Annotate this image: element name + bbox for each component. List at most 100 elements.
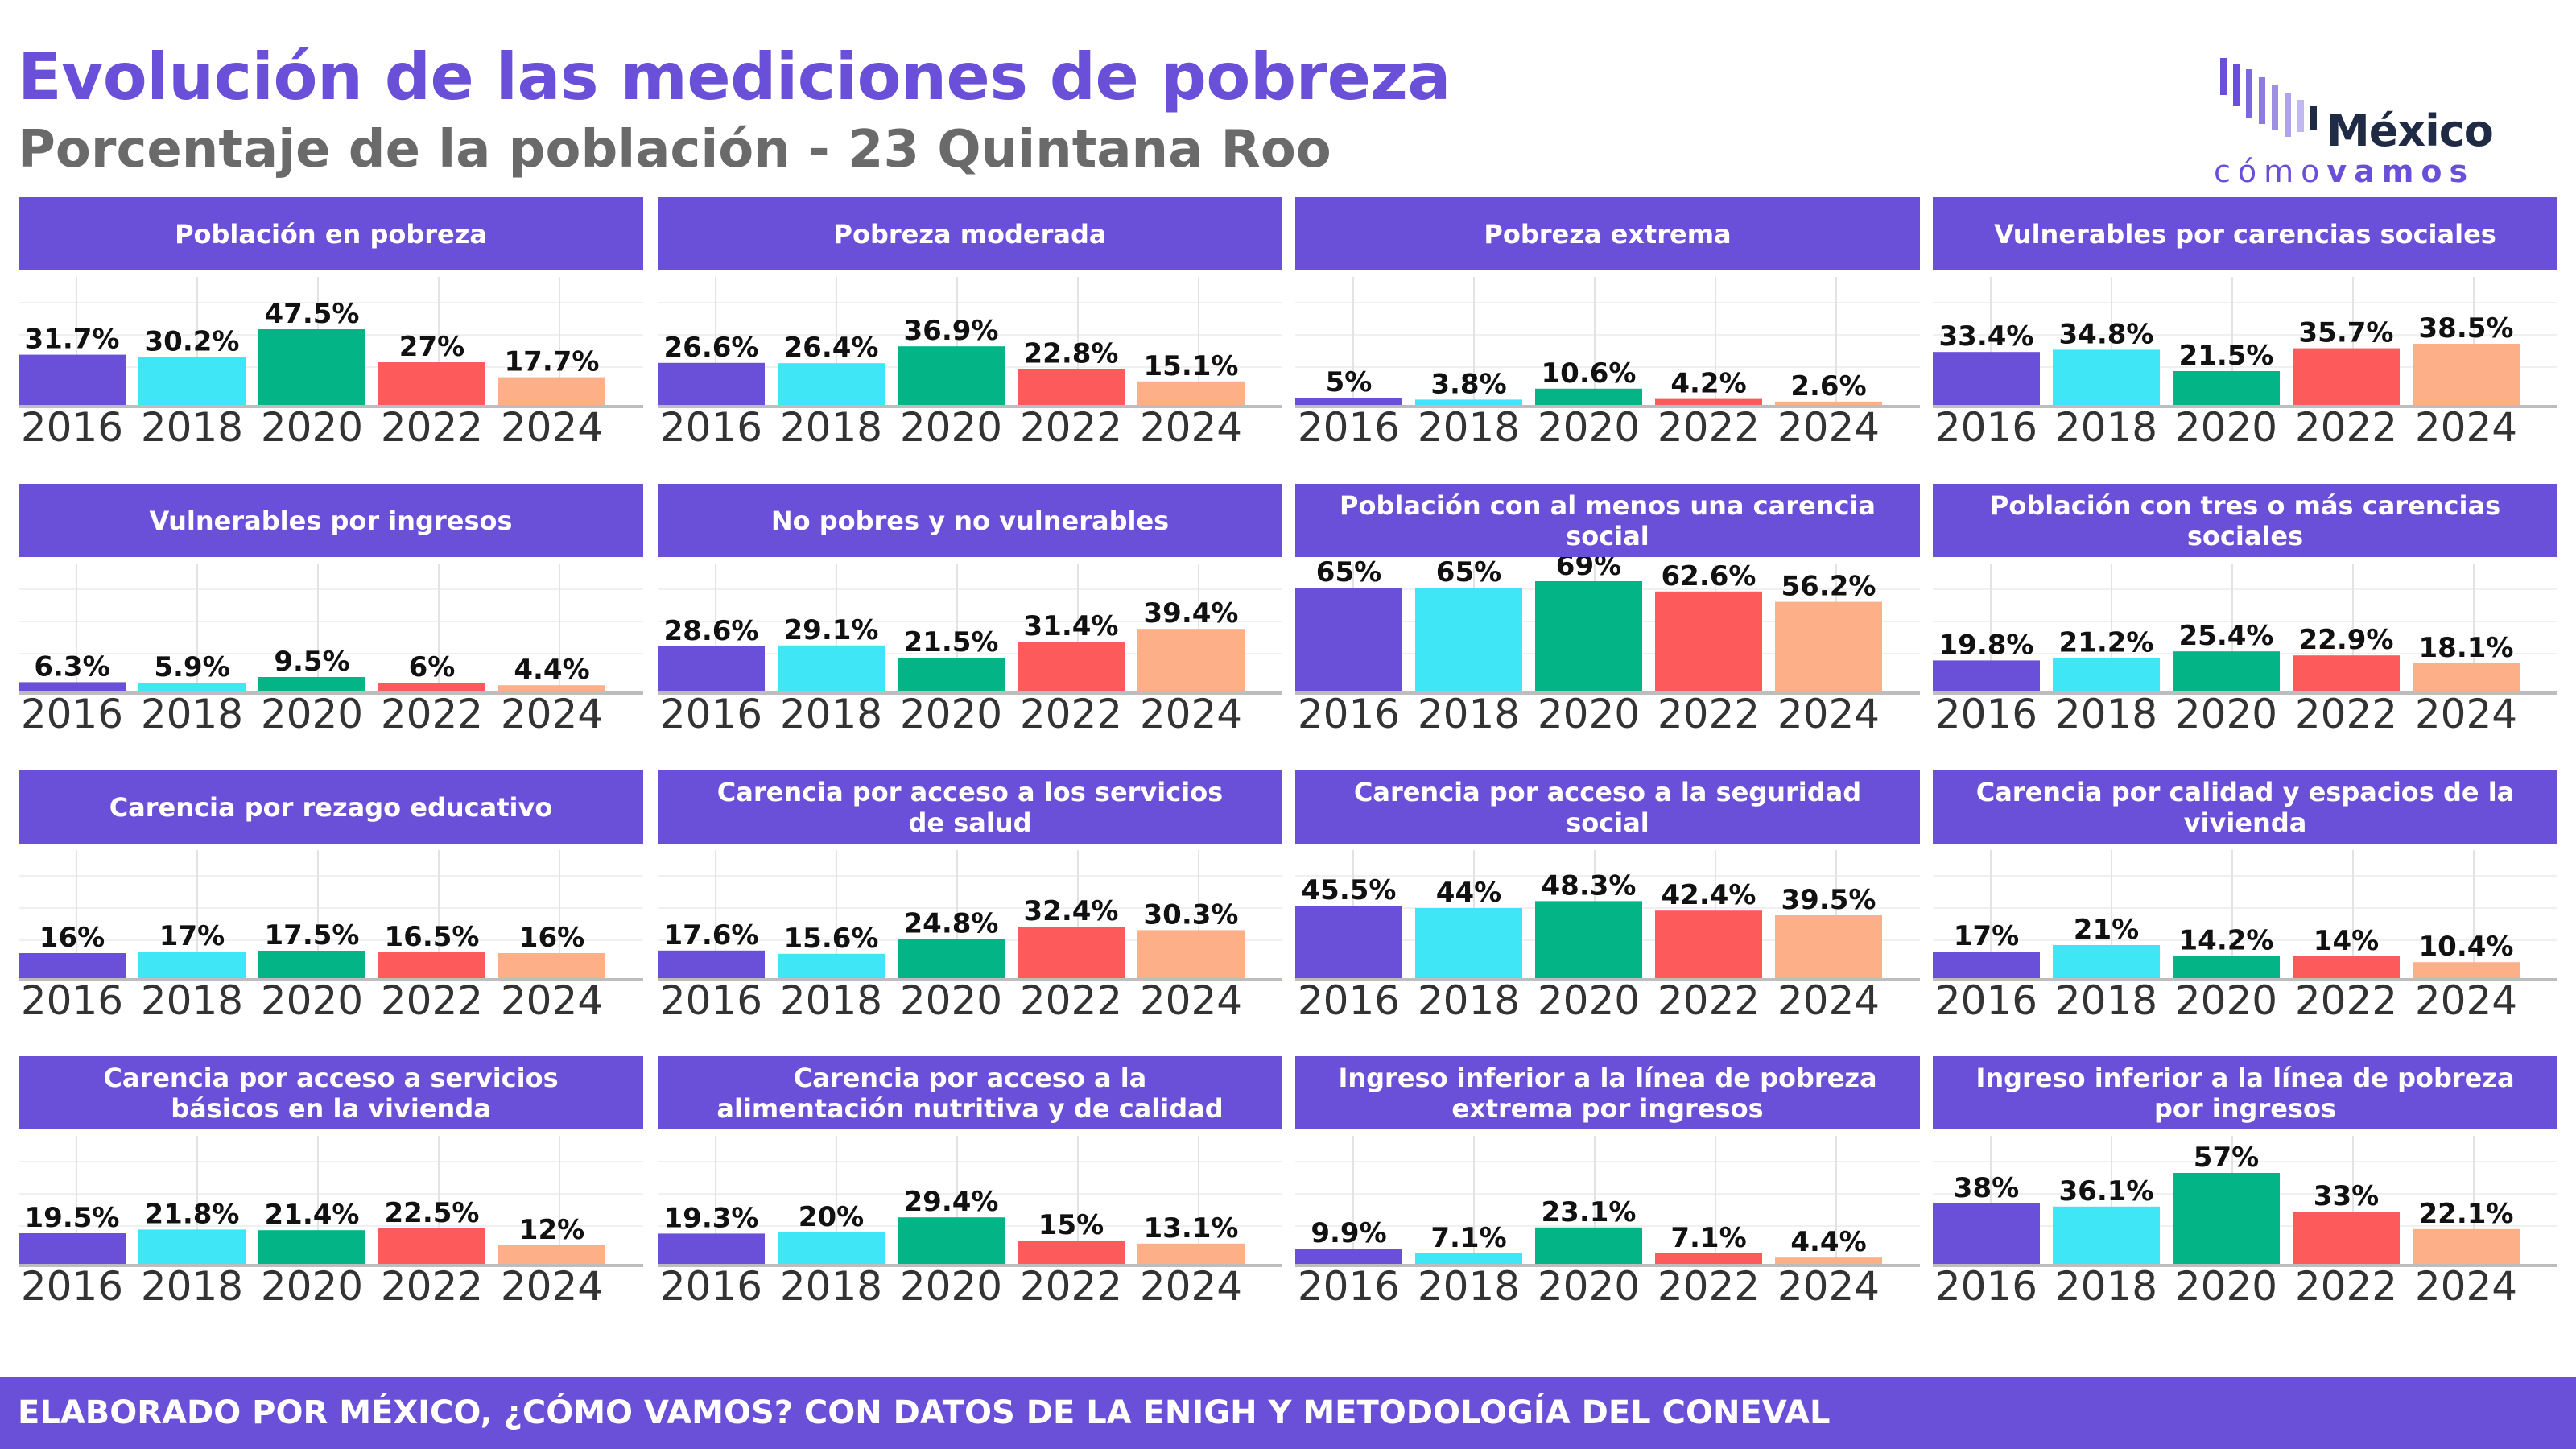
bar xyxy=(658,1233,765,1265)
chart-panel: Población con tres o más carencias socia… xyxy=(1933,484,2557,766)
data-label: 15.6% xyxy=(784,923,879,955)
data-label: 20% xyxy=(799,1201,864,1233)
data-label: 27% xyxy=(399,331,464,363)
chart-panel: Ingreso inferior a la línea de pobreza p… xyxy=(1933,1056,2557,1339)
x-tick-label: 2024 xyxy=(1777,977,1880,1024)
bar xyxy=(1933,1203,2040,1265)
bar xyxy=(1415,588,1522,692)
bar xyxy=(1933,352,2040,406)
data-label: 28.6% xyxy=(664,615,759,647)
data-label: 17% xyxy=(1954,920,2019,952)
data-label: 22.5% xyxy=(385,1197,480,1229)
bar xyxy=(258,677,365,692)
data-label: 19.5% xyxy=(25,1202,120,1234)
data-label: 44% xyxy=(1436,877,1501,909)
x-tick-label: 2024 xyxy=(1777,404,1880,451)
x-tick-label: 2016 xyxy=(1935,977,2037,1024)
bar-chart: 17% 2016 21% 2018 14.2% 2020 14% 2022 10.4% 2024 xyxy=(1933,850,2557,1024)
bar xyxy=(1018,642,1125,692)
bar xyxy=(1535,388,1642,406)
data-label: 35.7% xyxy=(2299,317,2394,349)
chart-panel: Pobreza moderada 26.6% 2016 26.4% 2018 36.9% 2… xyxy=(658,197,1282,480)
bar-chart: 19.3% 2016 20% 2018 29.4% 2020 15% 2022 13.1% 202… xyxy=(658,1136,1282,1310)
x-tick-label: 2022 xyxy=(2295,1263,2397,1310)
logo-tagline: cómovamos xyxy=(2214,156,2475,187)
x-tick-label: 2020 xyxy=(1538,1263,1640,1310)
data-label: 29.4% xyxy=(904,1186,999,1218)
data-label: 5.9% xyxy=(154,651,229,683)
x-tick-label: 2018 xyxy=(2055,977,2157,1024)
data-label: 21.5% xyxy=(904,626,999,658)
bar xyxy=(2053,658,2160,692)
data-label: 15.1% xyxy=(1144,350,1239,382)
data-label: 26.6% xyxy=(664,332,759,364)
x-tick-label: 2022 xyxy=(1657,977,1760,1024)
x-tick-label: 2022 xyxy=(1657,404,1760,451)
data-label: 47.5% xyxy=(265,298,360,330)
x-tick-label: 2016 xyxy=(21,977,123,1024)
bar-chart: 65% 2016 65% 2018 69% 2020 62.6% 2022 56.2% 2024 xyxy=(1295,557,1920,737)
bar xyxy=(1415,399,1522,406)
bar xyxy=(378,952,485,979)
x-tick-label: 2018 xyxy=(1418,1263,1520,1310)
x-tick-label: 2018 xyxy=(2055,1263,2157,1310)
data-label: 3.8% xyxy=(1430,368,1506,400)
x-tick-label: 2016 xyxy=(1935,1263,2037,1310)
bar xyxy=(2173,371,2280,406)
bar xyxy=(2293,655,2400,692)
data-label: 62.6% xyxy=(1662,560,1757,592)
bar xyxy=(898,658,1005,692)
x-tick-label: 2024 xyxy=(1777,691,1880,737)
data-label: 7.1% xyxy=(1670,1222,1746,1254)
x-tick-label: 2016 xyxy=(660,404,762,451)
chart-panel: Carencia por acceso a servicios básicos … xyxy=(19,1056,643,1339)
chart-title: Carencia por acceso a los servicios de s… xyxy=(658,770,1282,844)
x-tick-label: 2018 xyxy=(780,691,882,737)
x-tick-label: 2020 xyxy=(261,1263,363,1310)
chart-panel: Vulnerables por ingresos 6.3% 2016 5.9% 2018… xyxy=(19,484,643,766)
bar xyxy=(19,1233,126,1265)
bar xyxy=(1137,930,1245,979)
x-tick-label: 2024 xyxy=(501,1263,603,1310)
data-label: 6% xyxy=(409,651,456,683)
logo-word: México xyxy=(2326,105,2494,156)
data-label: 17.7% xyxy=(505,346,600,378)
x-tick-label: 2024 xyxy=(2415,691,2517,737)
data-label: 69% xyxy=(1556,557,1621,582)
x-tick-label: 2016 xyxy=(660,977,762,1024)
x-tick-label: 2018 xyxy=(141,404,243,451)
chart-panel: Pobreza extrema 5% 2016 3.8% 2018 10.6% 2020 4.… xyxy=(1295,197,1920,480)
x-tick-label: 2020 xyxy=(900,977,1002,1024)
x-tick-label: 2020 xyxy=(900,1263,1002,1310)
data-label: 31.7% xyxy=(25,324,120,356)
data-label: 36.1% xyxy=(2059,1175,2154,1208)
bar xyxy=(258,1230,365,1265)
bar xyxy=(19,682,126,692)
x-tick-label: 2020 xyxy=(261,977,363,1024)
x-tick-label: 2022 xyxy=(381,404,483,451)
bar xyxy=(1535,1227,1642,1265)
x-tick-label: 2022 xyxy=(1657,691,1760,737)
bar xyxy=(1775,1257,1882,1265)
x-tick-label: 2018 xyxy=(1418,691,1520,737)
data-label: 16% xyxy=(519,922,584,954)
data-label: 19.8% xyxy=(1939,629,2034,661)
logo-tag-light: cómo xyxy=(2214,154,2327,189)
bar xyxy=(778,645,885,692)
bar-chart: 19.5% 2016 21.8% 2018 21.4% 2020 22.5% 2022 12% 2… xyxy=(19,1136,643,1310)
bar xyxy=(498,953,605,979)
x-tick-label: 2020 xyxy=(1538,691,1640,737)
data-label: 21.5% xyxy=(2179,340,2274,372)
bar xyxy=(1415,908,1522,979)
bar xyxy=(19,354,126,406)
x-tick-label: 2018 xyxy=(780,977,882,1024)
logo-bars-icon xyxy=(2220,58,2317,137)
data-label: 6.3% xyxy=(34,650,109,683)
bar-chart: 16% 2016 17% 2018 17.5% 2020 16.5% 2022 16% 2024 xyxy=(19,850,643,1024)
x-tick-label: 2024 xyxy=(2415,404,2517,451)
data-label: 2.6% xyxy=(1790,370,1866,402)
x-tick-label: 2018 xyxy=(141,1263,243,1310)
chart-panel: Carencia por acceso a la alimentación nu… xyxy=(658,1056,1282,1339)
x-tick-label: 2024 xyxy=(2415,977,2517,1024)
bar xyxy=(378,1228,485,1265)
